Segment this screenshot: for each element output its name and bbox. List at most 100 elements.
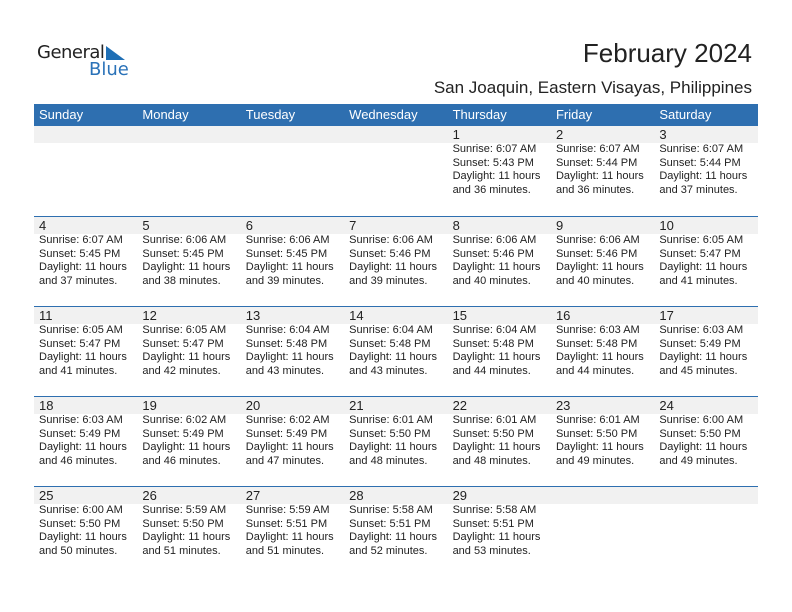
- week-row: 11 Sunrise: 6:05 AM Sunset: 5:47 PM Dayligh…: [34, 306, 758, 396]
- sunset-text: Sunset: 5:51 PM: [245, 517, 328, 530]
- sunrise-text: Sunrise: 6:05 AM: [142, 324, 227, 336]
- day-number: 16: [555, 308, 571, 323]
- location-subtitle: San Joaquin, Eastern Visayas, Philippine…: [433, 78, 752, 97]
- sunset-text: Sunset: 5:50 PM: [659, 427, 741, 440]
- date-strip: [34, 126, 758, 143]
- sunset-text: Sunset: 5:48 PM: [555, 337, 638, 350]
- sunrise-text: Sunrise: 6:05 AM: [39, 324, 123, 336]
- sunrise-text: Sunrise: 6:06 AM: [452, 234, 537, 246]
- sunset-text: Sunset: 5:49 PM: [659, 337, 741, 350]
- day-number: 6: [245, 218, 254, 233]
- empty-cell: [654, 487, 757, 558]
- week-row: 1 Sunrise: 6:07 AM Sunset: 5:43 PM Daylight…: [34, 126, 758, 216]
- sunrise-text: Sunrise: 6:04 AM: [245, 324, 330, 336]
- week-row: 18 Sunrise: 6:03 AM Sunset: 5:49 PM Dayligh…: [34, 396, 758, 486]
- daylight-text: Daylight: 11 hours: [245, 441, 334, 453]
- day-number: 25: [39, 488, 54, 503]
- daylight-text: Daylight: 11 hours: [452, 531, 541, 543]
- day-cell: 27 Sunrise: 5:59 AM Sunset: 5:51 PM Dayligh…: [241, 487, 344, 558]
- weekday-thursday: Thursday: [452, 107, 507, 122]
- sunset-text: Sunset: 5:48 PM: [245, 337, 328, 350]
- daylight-minutes-text: and 53 minutes.: [452, 544, 531, 557]
- sunset-text: Sunset: 5:44 PM: [555, 156, 638, 169]
- sunset-text: Sunset: 5:49 PM: [39, 427, 121, 440]
- day-cell: 9 Sunrise: 6:06 AM Sunset: 5:46 PM Daylight…: [551, 217, 654, 288]
- sunrise-text: Sunrise: 6:00 AM: [39, 504, 123, 516]
- logo-triangle-icon: [106, 46, 125, 60]
- daylight-minutes-text: and 42 minutes.: [142, 364, 221, 377]
- week-row: 4 Sunrise: 6:07 AM Sunset: 5:45 PM Daylight…: [34, 216, 758, 306]
- daylight-minutes-text: and 46 minutes.: [39, 454, 118, 467]
- day-cell: 17 Sunrise: 6:03 AM Sunset: 5:49 PM Dayligh…: [654, 307, 757, 378]
- day-number: 19: [142, 398, 157, 413]
- day-number: 5: [142, 218, 150, 233]
- sunrise-text: Sunrise: 5:59 AM: [142, 504, 227, 516]
- day-number: 26: [142, 488, 157, 503]
- sunset-text: Sunset: 5:46 PM: [452, 247, 534, 260]
- day-cell: 24 Sunrise: 6:00 AM Sunset: 5:50 PM Dayligh…: [654, 397, 757, 468]
- day-cell: 11 Sunrise: 6:05 AM Sunset: 5:47 PM Dayligh…: [34, 307, 137, 378]
- sunrise-text: Sunrise: 6:03 AM: [555, 324, 640, 336]
- day-cell: 2 Sunrise: 6:07 AM Sunset: 5:44 PM Daylight…: [551, 126, 654, 197]
- empty-cell: [34, 126, 137, 197]
- day-number: 4: [39, 218, 47, 233]
- weekday-monday: Monday: [142, 107, 189, 122]
- date-strip: [34, 487, 758, 504]
- sunrise-text: Sunrise: 6:03 AM: [39, 414, 123, 426]
- day-number: 8: [452, 218, 460, 233]
- logo-text-general: General: [37, 42, 105, 63]
- daylight-text: Daylight: 11 hours: [245, 351, 334, 363]
- sunrise-text: Sunrise: 6:04 AM: [349, 324, 433, 336]
- weekday-header: Sunday Monday Tuesday Wednesday Thursday Frid…: [34, 104, 758, 126]
- day-cell: 20 Sunrise: 6:02 AM Sunset: 5:49 PM Dayligh…: [241, 397, 344, 468]
- daylight-text: Daylight: 11 hours: [245, 531, 334, 543]
- daylight-text: Daylight: 11 hours: [142, 441, 231, 453]
- sunset-text: Sunset: 5:50 PM: [39, 517, 121, 530]
- daylight-text: Daylight: 11 hours: [349, 261, 438, 273]
- day-cell: 3 Sunrise: 6:07 AM Sunset: 5:44 PM Daylight…: [654, 126, 757, 197]
- sunrise-text: Sunrise: 5:59 AM: [245, 504, 330, 516]
- daylight-minutes-text: and 49 minutes.: [659, 454, 738, 467]
- weekday-tuesday: Tuesday: [245, 107, 296, 122]
- daylight-text: Daylight: 11 hours: [555, 351, 644, 363]
- day-cell: 28 Sunrise: 5:58 AM Sunset: 5:51 PM Dayligh…: [344, 487, 447, 558]
- calendar-grid: Sunday Monday Tuesday Wednesday Thursday Frid…: [34, 104, 758, 576]
- daylight-minutes-text: and 45 minutes.: [659, 364, 738, 377]
- sunset-text: Sunset: 5:46 PM: [555, 247, 638, 260]
- sunset-text: Sunset: 5:47 PM: [142, 337, 224, 350]
- weekday-friday: Friday: [555, 107, 593, 122]
- daylight-text: Daylight: 11 hours: [39, 441, 127, 453]
- sunrise-text: Sunrise: 6:03 AM: [659, 324, 744, 336]
- daylight-minutes-text: and 39 minutes.: [349, 274, 428, 287]
- daylight-minutes-text: and 40 minutes.: [452, 274, 531, 287]
- day-cell: 22 Sunrise: 6:01 AM Sunset: 5:50 PM Dayligh…: [448, 397, 551, 468]
- week-row: 25 Sunrise: 6:00 AM Sunset: 5:50 PM Dayligh…: [34, 486, 758, 576]
- daylight-minutes-text: and 38 minutes.: [142, 274, 221, 287]
- day-cell: 1 Sunrise: 6:07 AM Sunset: 5:43 PM Daylight…: [448, 126, 551, 197]
- sunrise-text: Sunrise: 6:06 AM: [349, 234, 433, 246]
- sunrise-text: Sunrise: 6:07 AM: [452, 143, 537, 155]
- daylight-text: Daylight: 11 hours: [452, 261, 541, 273]
- sunrise-text: Sunrise: 6:06 AM: [142, 234, 227, 246]
- sunset-text: Sunset: 5:50 PM: [555, 427, 638, 440]
- daylight-minutes-text: and 49 minutes.: [555, 454, 635, 467]
- empty-cell: [344, 126, 447, 197]
- day-number: 21: [349, 398, 364, 413]
- sunrise-text: Sunrise: 6:02 AM: [245, 414, 330, 426]
- daylight-minutes-text: and 40 minutes.: [555, 274, 635, 287]
- day-cell: 5 Sunrise: 6:06 AM Sunset: 5:45 PM Daylight…: [137, 217, 240, 288]
- logo: General Blue: [37, 42, 132, 82]
- daylight-text: Daylight: 11 hours: [659, 441, 748, 453]
- sunset-text: Sunset: 5:48 PM: [349, 337, 431, 350]
- daylight-minutes-text: and 43 minutes.: [245, 364, 325, 377]
- daylight-minutes-text: and 36 minutes.: [452, 183, 531, 196]
- daylight-minutes-text: and 37 minutes.: [659, 183, 738, 196]
- day-cell: 21 Sunrise: 6:01 AM Sunset: 5:50 PM Dayligh…: [344, 397, 447, 468]
- weekday-wednesday: Wednesday: [349, 107, 418, 122]
- daylight-minutes-text: and 37 minutes.: [39, 274, 118, 287]
- daylight-minutes-text: and 36 minutes.: [555, 183, 635, 196]
- day-cell: 25 Sunrise: 6:00 AM Sunset: 5:50 PM Dayligh…: [34, 487, 137, 558]
- sunset-text: Sunset: 5:44 PM: [659, 156, 741, 169]
- day-number: 12: [142, 308, 157, 323]
- sunrise-text: Sunrise: 6:01 AM: [452, 414, 537, 426]
